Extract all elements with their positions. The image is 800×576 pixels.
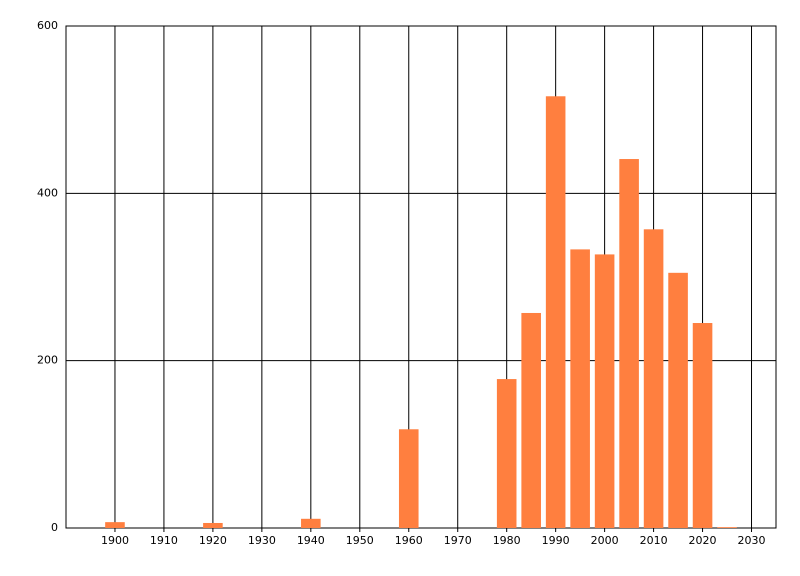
x-tick-label: 1910: [150, 534, 178, 547]
x-tick-label: 1950: [346, 534, 374, 547]
bar: [521, 312, 541, 528]
x-tick-label: 1960: [395, 534, 423, 547]
y-tick-label: 600: [37, 19, 58, 32]
x-tick-label: 1920: [199, 534, 227, 547]
bar: [619, 159, 639, 528]
plot-border: [65, 25, 777, 529]
bar: [301, 518, 321, 528]
bar: [398, 429, 419, 528]
bar: [692, 323, 713, 528]
x-tick-label: 1970: [444, 534, 472, 547]
bar: [105, 522, 125, 528]
x-tick-label: 1930: [248, 534, 276, 547]
bar: [717, 527, 737, 528]
bar: [496, 379, 517, 528]
y-tick-label: 0: [51, 521, 58, 534]
bar: [668, 272, 688, 528]
bar: [594, 254, 615, 528]
x-tick-label: 1900: [101, 534, 129, 547]
x-tick-label: 2010: [640, 534, 668, 547]
x-tick-label: 2000: [591, 534, 619, 547]
y-tick-label: 200: [37, 354, 58, 367]
bar: [545, 96, 566, 528]
y-tick-label: 400: [37, 186, 58, 199]
bar: [203, 522, 223, 528]
x-tick-label: 2030: [738, 534, 766, 547]
x-tick-label: 2020: [689, 534, 717, 547]
bar: [570, 249, 590, 528]
x-tick-label: 1940: [297, 534, 325, 547]
bar: [643, 229, 664, 528]
x-tick-label: 1990: [542, 534, 570, 547]
x-tick-label: 1980: [493, 534, 521, 547]
